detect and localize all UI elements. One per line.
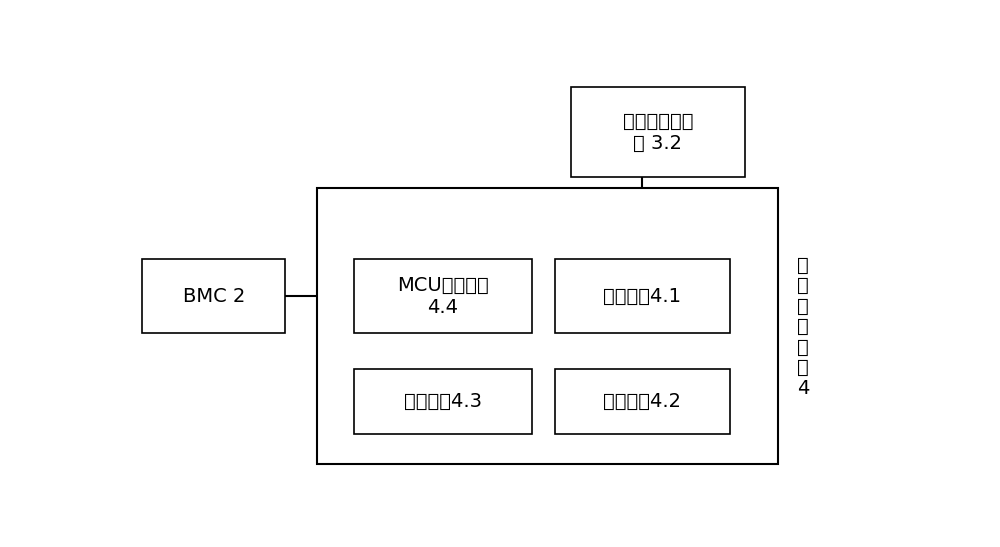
Bar: [571, 86, 745, 177]
Bar: [354, 369, 532, 434]
Bar: [555, 259, 730, 333]
Text: 放大单元4.2: 放大单元4.2: [603, 392, 681, 411]
Bar: [142, 259, 285, 333]
Text: MCU处理单元
4.4: MCU处理单元 4.4: [397, 276, 489, 317]
Text: BMC 2: BMC 2: [183, 287, 245, 306]
Bar: [555, 369, 730, 434]
Text: 整形单元4.3: 整形单元4.3: [404, 392, 482, 411]
Bar: [317, 188, 778, 464]
Bar: [354, 259, 532, 333]
Text: 位移传感器探
头 3.2: 位移传感器探 头 3.2: [623, 112, 693, 153]
Text: 位
移
检
测
模
块
4: 位 移 检 测 模 块 4: [797, 256, 809, 398]
Text: 谐振单元4.1: 谐振单元4.1: [603, 287, 681, 306]
